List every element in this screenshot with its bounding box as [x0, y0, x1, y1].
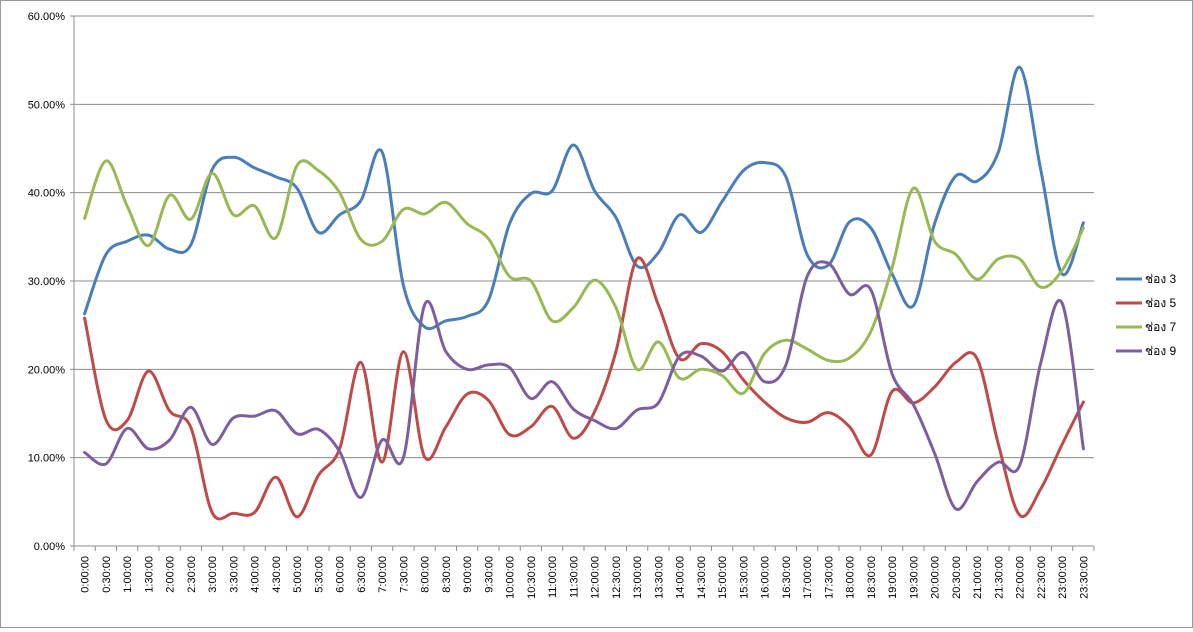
x-tick-label: 11:00:00	[547, 556, 559, 598]
x-tick-label: 9:30:00	[483, 556, 495, 593]
x-tick-label: 21:00:00	[972, 556, 984, 599]
x-tick-label: 23:00:00	[1057, 556, 1069, 599]
x-tick-label: 0:30:00	[101, 556, 113, 593]
x-tick-label: 13:30:00	[653, 556, 665, 599]
x-tick-label: 16:30:00	[781, 556, 793, 599]
legend-label: ช่อง 9	[1145, 344, 1177, 358]
y-tick-label: 0.00%	[34, 541, 65, 553]
x-tick-label: 10:30:00	[526, 556, 538, 599]
x-tick-label: 18:30:00	[866, 556, 878, 599]
x-tick-label: 7:30:00	[398, 556, 410, 593]
series-lines	[83, 65, 1085, 521]
x-tick-label: 8:30:00	[441, 556, 453, 593]
x-tick-label: 4:00:00	[250, 556, 262, 593]
gridlines	[74, 15, 1094, 459]
x-tick-label: 14:30:00	[696, 556, 708, 599]
x-tick-label: 22:00:00	[1015, 556, 1027, 599]
x-tick-label: 6:30:00	[356, 556, 368, 593]
x-tick-label: 6:00:00	[335, 556, 347, 593]
x-tick-label: 20:00:00	[930, 556, 942, 599]
x-tick-label: 13:00:00	[632, 556, 644, 599]
y-tick-label: 10.00%	[28, 453, 66, 465]
x-tick-label: 3:30:00	[228, 556, 240, 593]
axes: 0.00% 10.00% 20.00% 30.00% 40.00% 50.00% 60.00…	[28, 11, 1095, 599]
series-line-3	[83, 159, 1085, 396]
x-tick-label: 23:30:00	[1078, 556, 1090, 599]
x-tick-label: 8:00:00	[420, 556, 432, 593]
y-tick-label: 30.00%	[28, 276, 66, 288]
x-tick-label: 19:30:00	[908, 556, 920, 599]
x-tick-label: 20:30:00	[951, 556, 963, 599]
y-tick-label: 40.00%	[28, 188, 66, 200]
x-tick-label: 17:30:00	[823, 556, 835, 599]
x-tick-label: 0:00:00	[80, 556, 92, 593]
x-tick-label: 5:30:00	[313, 556, 325, 593]
x-tick-label: 17:00:00	[802, 556, 814, 599]
legend-label: ช่อง 7	[1145, 320, 1177, 334]
x-tick-label: 21:30:00	[993, 556, 1005, 599]
x-tick-label: 1:30:00	[143, 556, 155, 593]
x-tick-label: 19:00:00	[887, 556, 899, 599]
legend-label: ช่อง 5	[1145, 296, 1177, 310]
x-tick-label: 4:30:00	[271, 556, 283, 593]
x-tick-label: 1:00:00	[122, 556, 134, 593]
legend-label: ช่อง 3	[1145, 272, 1177, 286]
x-tick-label: 2:00:00	[165, 556, 177, 593]
x-tick-label: 15:30:00	[738, 556, 750, 599]
x-tick-label: 5:00:00	[292, 556, 304, 593]
x-tick-label: 7:00:00	[377, 556, 389, 593]
legend: ช่อง 3 ช่อง 5 ช่อง 7 ช่อง 9	[1116, 272, 1177, 358]
x-tick-label: 12:30:00	[611, 556, 623, 599]
series-line-1	[83, 65, 1085, 331]
x-tick-label: 18:00:00	[845, 556, 857, 599]
x-tick-label: 14:00:00	[675, 556, 687, 599]
series-line-4	[83, 260, 1085, 511]
x-tick-label: 3:00:00	[207, 556, 219, 593]
x-tick-label: 11:30:00	[568, 556, 580, 598]
y-tick-label: 50.00%	[28, 99, 66, 111]
y-tick-label: 60.00%	[28, 11, 66, 23]
x-tick-label: 2:30:00	[186, 556, 198, 593]
x-tick-label: 12:00:00	[590, 556, 602, 599]
x-tick-label: 22:30:00	[1036, 556, 1048, 599]
x-tick-label: 16:00:00	[760, 556, 772, 599]
series-line-2	[83, 256, 1085, 521]
x-tick-label: 9:00:00	[462, 556, 474, 593]
x-tick-label: 15:00:00	[717, 556, 729, 599]
y-tick-label: 20.00%	[28, 364, 66, 376]
x-tick-label: 10:00:00	[505, 556, 517, 599]
